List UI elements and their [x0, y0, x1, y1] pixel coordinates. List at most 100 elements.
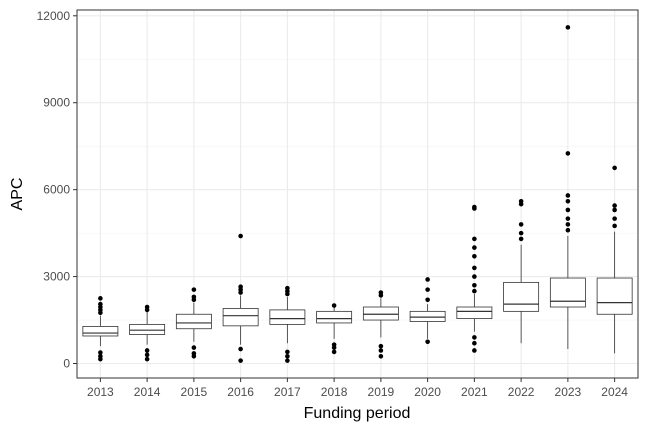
box-2015: [175, 287, 212, 359]
box-2016: [222, 233, 259, 363]
x-tick-label: 2024: [601, 385, 628, 399]
outlier-point: [565, 151, 571, 156]
outlier-point: [191, 345, 197, 350]
outlier-point: [565, 198, 571, 204]
box-iqr: [409, 310, 446, 322]
x-tick-label: 2015: [181, 385, 208, 399]
outlier-point: [425, 287, 430, 292]
x-tick-label: 2014: [134, 385, 161, 399]
outlier-point: [378, 348, 384, 353]
outlier-point: [191, 351, 197, 356]
box-iqr: [175, 313, 212, 330]
outlier-point: [472, 245, 477, 250]
box-iqr: [222, 308, 259, 327]
x-tick-label: 2013: [87, 385, 114, 399]
outlier-point: [565, 216, 571, 221]
outlier-point: [472, 204, 477, 210]
x-axis-title: Funding period: [304, 405, 411, 422]
box-series: [82, 25, 633, 363]
outlier-point: [98, 296, 103, 301]
box-2013: [82, 296, 119, 362]
x-tick-label: 2020: [414, 385, 441, 399]
outlier-point: [612, 223, 617, 229]
outlier-point: [98, 301, 103, 307]
outlier-point: [518, 222, 524, 227]
outlier-point: [285, 349, 290, 355]
x-tick-label: 2017: [274, 385, 301, 399]
box-iqr: [596, 277, 633, 315]
outlier-point: [144, 352, 150, 358]
outlier-point: [472, 236, 477, 242]
plot-panel: [77, 10, 638, 378]
box-2024: [596, 165, 633, 354]
x-tick-label: 2023: [555, 385, 582, 399]
outlier-point: [612, 165, 617, 171]
outlier-point: [425, 277, 430, 282]
outlier-point: [472, 265, 477, 271]
y-tick-label: 6000: [43, 183, 70, 197]
outlier-point: [565, 25, 571, 30]
outlier-point: [331, 303, 337, 308]
x-tick-label: 2021: [461, 385, 488, 399]
outlier-point: [518, 230, 524, 236]
box-iqr: [129, 323, 166, 335]
outlier-point: [98, 353, 103, 359]
box-iqr: [316, 310, 353, 324]
x-axis: 2013 2014 2015 2016 2017 2018 2019 2020 2021 2022…: [87, 378, 628, 399]
outlier-point: [238, 346, 243, 352]
outlier-point: [331, 349, 337, 355]
outlier-point: [565, 222, 571, 227]
box-2019: [362, 290, 399, 359]
outlier-point: [144, 348, 150, 353]
y-axis: 0 3000 6000 9000 12000: [37, 9, 77, 371]
outlier-point: [238, 233, 243, 239]
outlier-point: [425, 339, 430, 345]
y-tick-label: 9000: [43, 96, 70, 110]
y-tick-label: 12000: [37, 9, 71, 23]
outlier-point: [565, 193, 571, 198]
outlier-point: [565, 207, 571, 213]
outlier-point: [285, 285, 290, 291]
outlier-point: [191, 294, 197, 300]
box-2022: [503, 198, 540, 344]
outlier-point: [238, 358, 243, 363]
x-tick-label: 2018: [321, 385, 348, 399]
box-2017: [269, 285, 306, 363]
outlier-point: [472, 274, 477, 279]
box-iqr: [456, 306, 493, 319]
x-tick-label: 2019: [368, 385, 395, 399]
box-2018: [316, 303, 353, 355]
box-iqr: [503, 281, 540, 312]
minor-gridlines: [77, 58, 638, 321]
box-iqr: [269, 309, 306, 325]
box-iqr: [82, 326, 119, 337]
box-2023: [549, 25, 586, 350]
box-iqr: [362, 306, 399, 321]
outlier-point: [238, 284, 243, 290]
x-tick-label: 2016: [227, 385, 254, 399]
outlier-point: [472, 253, 477, 259]
box-2020: [409, 277, 446, 345]
outlier-point: [472, 340, 477, 346]
outlier-point: [472, 288, 477, 294]
y-tick-label: 3000: [43, 270, 70, 284]
box-2021: [456, 204, 493, 353]
outlier-point: [378, 343, 384, 349]
outlier-point: [612, 207, 617, 213]
outlier-point: [472, 335, 477, 340]
outlier-point: [425, 297, 430, 303]
outlier-point: [518, 236, 524, 242]
outlier-point: [472, 348, 477, 353]
outlier-point: [378, 290, 384, 295]
outlier-point: [378, 353, 384, 359]
outlier-point: [98, 350, 103, 355]
outlier-point: [331, 342, 337, 347]
y-axis-title: APC: [9, 178, 26, 211]
box-2014: [129, 304, 166, 362]
outlier-point: [285, 353, 290, 359]
outlier-point: [191, 287, 197, 292]
outlier-point: [612, 203, 617, 208]
outlier-point: [144, 304, 150, 310]
box-iqr: [549, 277, 586, 308]
